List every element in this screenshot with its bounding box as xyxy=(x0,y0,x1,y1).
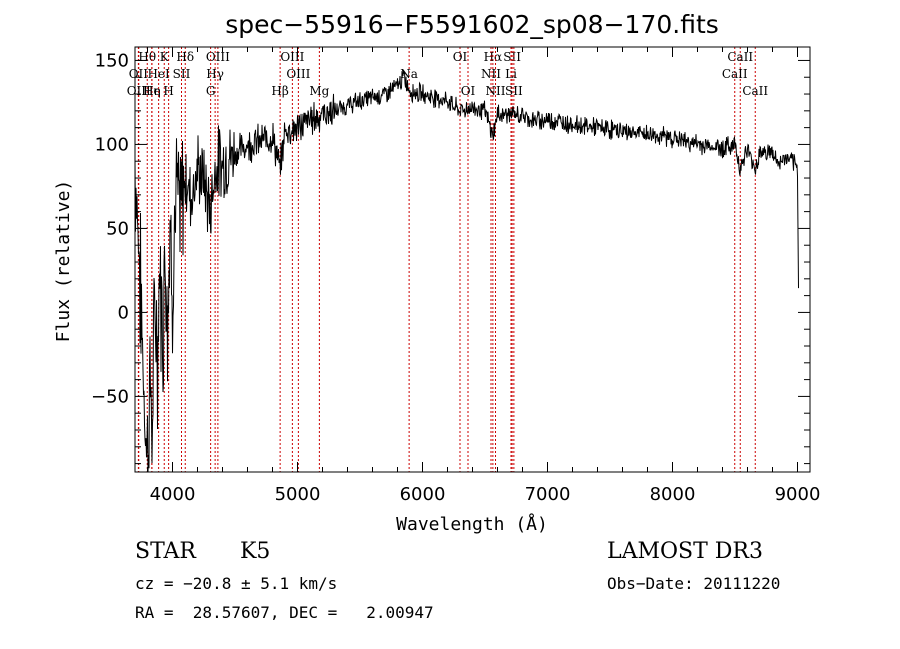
y-tick-label: 50 xyxy=(106,218,129,239)
axis-ticks: 4000 5000 6000 7000 8000 9000 −50 0 50 100 150 xyxy=(91,47,820,505)
spectral-line-label: G xyxy=(206,84,216,98)
plot-frame xyxy=(134,46,811,473)
spectral-line-label: Hα xyxy=(484,50,503,64)
x-tick-label: 7000 xyxy=(525,484,571,505)
spectral-line-label: OIII xyxy=(280,50,304,64)
spectral-line-label: Hθ xyxy=(138,50,156,64)
y-tick-label: −50 xyxy=(91,386,129,407)
spectral-line-label: OI xyxy=(453,50,468,64)
object-class: STAR xyxy=(135,539,196,564)
x-axis-label: Wavelength (Å) xyxy=(396,513,548,535)
spectral-line-label: Hγ xyxy=(206,67,224,81)
spectral-line-label: OI xyxy=(461,84,476,98)
x-tick-label: 9000 xyxy=(775,484,821,505)
spectral-line-label: HeI xyxy=(147,67,170,81)
flux-line xyxy=(134,70,799,473)
redshift-cz: cz = −20.8 ± 5.1 km/s xyxy=(135,574,338,593)
y-tick-label: 150 xyxy=(95,50,129,71)
y-axis-label: Flux (relative) xyxy=(53,180,74,343)
spectral-line-label: H xyxy=(163,84,173,98)
x-tick-label: 5000 xyxy=(275,484,321,505)
survey-name: LAMOST DR3 xyxy=(607,539,763,564)
spectral-line-label: Mg xyxy=(309,84,329,98)
flux-series xyxy=(134,70,799,473)
x-tick-label: 8000 xyxy=(650,484,696,505)
spectral-line-label: OIII xyxy=(206,50,230,64)
spectral-line-label: Hβ xyxy=(271,84,288,98)
spectral-line-label: K xyxy=(160,50,170,64)
spectral-line-label: SII xyxy=(503,50,521,64)
spectral-line-label: CaII xyxy=(727,50,753,64)
spectral-line-label: NII xyxy=(486,84,506,98)
obs-date: Obs−Date: 20111220 xyxy=(607,574,781,593)
spectral-line-label: NII xyxy=(481,67,501,81)
spectral-line-label: SII xyxy=(173,67,191,81)
object-subclass: K5 xyxy=(240,539,271,564)
y-tick-label: 0 xyxy=(118,302,129,323)
spectral-line-label: Hη xyxy=(143,84,161,98)
spectral-line-label: OIII xyxy=(127,84,151,98)
chart-title: spec−55916−F5591602_sp08−170.fits xyxy=(225,10,719,39)
spectral-line-label: SII xyxy=(505,84,523,98)
spectral-line-label: CaII xyxy=(742,84,768,98)
y-tick-label: 100 xyxy=(95,134,129,155)
ra-dec-coordinates: RA = 28.57607, DEC = 2.00947 xyxy=(135,603,434,622)
spectral-line-label: Li xyxy=(505,67,517,81)
spectral-line-label: OIII xyxy=(286,67,310,81)
spectral-line-label: CaII xyxy=(722,67,748,81)
spectral-line-label: Hδ xyxy=(176,50,194,64)
x-tick-label: 6000 xyxy=(400,484,446,505)
spectral-line-label: OII xyxy=(129,67,149,81)
x-tick-label: 4000 xyxy=(150,484,196,505)
